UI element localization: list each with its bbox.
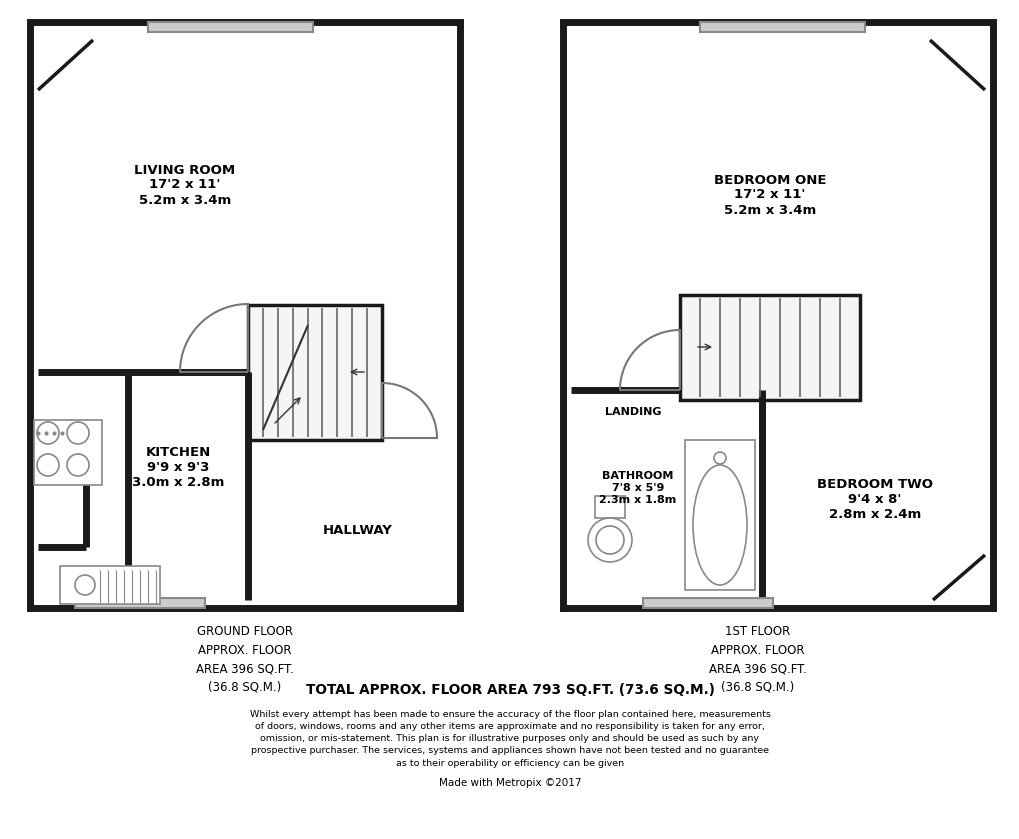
Circle shape [245,265,355,375]
Text: BATHROOM
7'8 x 5'9
2.3m x 1.8m: BATHROOM 7'8 x 5'9 2.3m x 1.8m [599,472,676,504]
Text: KITCHEN
9'9 x 9'3
3.0m x 2.8m: KITCHEN 9'9 x 9'3 3.0m x 2.8m [131,446,224,489]
Bar [75,598,205,608]
Text: HALLWAY: HALLWAY [323,524,392,536]
Bar [642,598,772,608]
Circle shape [687,232,862,408]
Text: BEDROOM TWO
9'4 x 8'
2.8m x 2.4m: BEDROOM TWO 9'4 x 8' 2.8m x 2.4m [816,478,932,522]
Bar [774,310,824,330]
Text: BEDROOM ONE
17'2 x 11'
5.2m x 3.4m: BEDROOM ONE 17'2 x 11' 5.2m x 3.4m [713,174,825,216]
Text: TOTAL APPROX. FLOOR AREA 793 SQ.FT. (73.6 SQ.M.): TOTAL APPROX. FLOOR AREA 793 SQ.FT. (73.… [306,683,713,697]
Bar [685,440,754,590]
Circle shape [212,232,387,408]
Text: LIVING ROOM
17'2 x 11'
5.2m x 3.4m: LIVING ROOM 17'2 x 11' 5.2m x 3.4m [135,164,235,206]
Bar [562,22,993,608]
Bar [248,305,382,440]
Text: 1ST FLOOR
APPROX. FLOOR
AREA 396 SQ.FT.
(36.8 SQ.M.): 1ST FLOOR APPROX. FLOOR AREA 396 SQ.FT. … [708,625,806,694]
Bar [30,22,460,608]
Circle shape [719,265,829,375]
Bar [34,420,102,485]
Bar [148,22,313,32]
Text: Made with Metropix ©2017: Made with Metropix ©2017 [438,778,581,788]
Bar [680,295,859,400]
Bar [300,310,350,330]
Text: GROUND FLOOR
APPROX. FLOOR
AREA 396 SQ.FT.
(36.8 SQ.M.): GROUND FLOOR APPROX. FLOOR AREA 396 SQ.F… [196,625,293,694]
Bar [60,566,160,604]
Text: Whilst every attempt has been made to ensure the accuracy of the floor plan cont: Whilst every attempt has been made to en… [250,710,769,768]
Text: LANDING: LANDING [604,407,661,417]
Bar [699,22,864,32]
Bar [594,496,625,518]
